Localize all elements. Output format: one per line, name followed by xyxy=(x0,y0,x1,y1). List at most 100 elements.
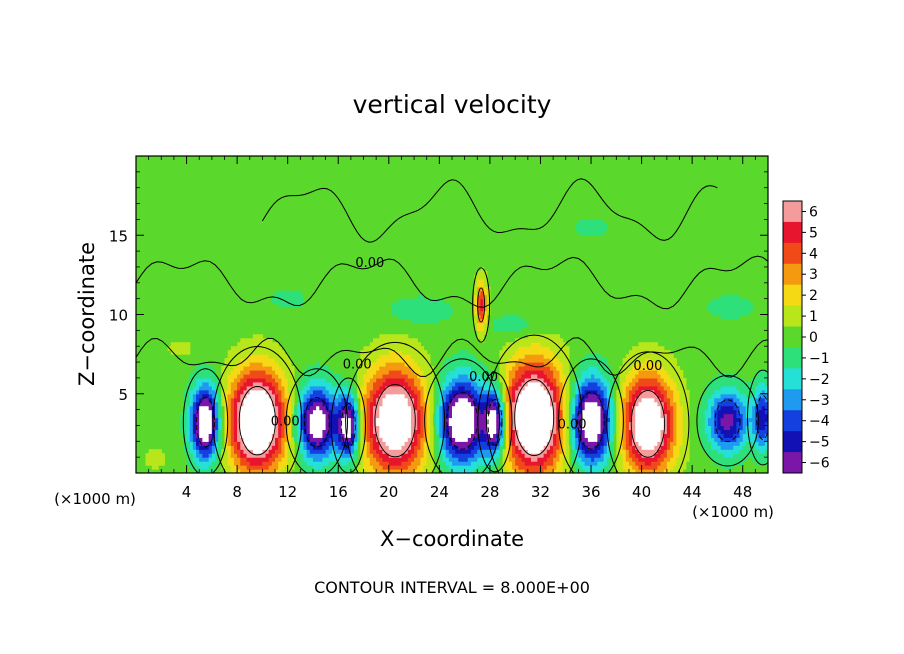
heatmap-cell xyxy=(306,453,311,458)
heatmap-cell xyxy=(312,449,317,454)
heatmap-cell xyxy=(559,366,564,371)
heatmap-cell xyxy=(565,397,570,403)
heatmap-cell xyxy=(654,461,658,466)
heatmap-cell xyxy=(512,461,516,466)
heatmap-cell xyxy=(524,421,529,427)
heatmap-cell xyxy=(284,290,289,296)
heatmap-cell xyxy=(483,449,488,454)
heatmap-cell xyxy=(404,358,409,363)
heatmap-cell xyxy=(275,350,279,355)
heatmap-cell xyxy=(287,290,292,296)
heatmap-cell xyxy=(284,366,289,371)
heatmap-cell xyxy=(404,373,409,379)
heatmap-cell xyxy=(354,449,358,454)
heatmap-cell xyxy=(233,425,238,431)
heatmap-cell xyxy=(290,298,295,304)
heatmap-cell xyxy=(246,342,251,347)
heatmap-cell xyxy=(654,346,658,351)
heatmap-cell xyxy=(499,433,504,438)
heatmap-cell xyxy=(508,342,513,347)
heatmap-cell xyxy=(290,437,295,442)
heatmap-cell xyxy=(395,350,399,355)
heatmap-cell xyxy=(281,449,286,454)
heatmap-cell xyxy=(268,338,273,343)
heatmap-cell xyxy=(281,465,286,470)
heatmap-cell xyxy=(344,441,349,446)
heatmap-cell xyxy=(657,366,662,371)
heatmap-cell xyxy=(682,433,687,438)
heatmap-cell xyxy=(553,346,557,351)
heatmap-cell xyxy=(603,469,608,473)
heatmap-cell xyxy=(622,393,627,399)
heatmap-cell xyxy=(704,429,709,434)
heatmap-cell xyxy=(233,417,238,423)
heatmap-cell xyxy=(417,437,421,442)
heatmap-cell xyxy=(505,358,510,363)
heatmap-cell xyxy=(622,389,627,395)
heatmap-cell xyxy=(322,401,327,407)
heatmap-cell xyxy=(382,338,387,343)
heatmap-cell xyxy=(591,413,595,419)
heatmap-cell xyxy=(331,453,336,458)
heatmap-cell xyxy=(300,377,305,383)
heatmap-cell xyxy=(215,445,219,450)
heatmap-cell xyxy=(467,409,472,415)
heatmap-cell xyxy=(243,461,248,466)
heatmap-cell xyxy=(518,342,523,347)
heatmap-cell xyxy=(366,469,371,473)
heatmap-cell xyxy=(480,381,485,387)
heatmap-cell xyxy=(439,381,444,387)
heatmap-cell xyxy=(546,373,551,379)
heatmap-cell xyxy=(707,405,712,411)
heatmap-cell xyxy=(521,429,526,434)
heatmap-cell xyxy=(531,409,535,415)
heatmap-cell xyxy=(651,421,655,427)
heatmap-cell xyxy=(685,449,690,454)
heatmap-cell xyxy=(328,449,333,454)
heatmap-cell xyxy=(594,373,598,379)
heatmap-cell xyxy=(230,397,235,403)
heatmap-cell xyxy=(512,318,516,324)
heatmap-cell xyxy=(246,381,251,387)
heatmap-cell xyxy=(470,457,475,462)
heatmap-cell xyxy=(398,314,403,320)
heatmap-cell xyxy=(682,425,687,431)
heatmap-cell xyxy=(641,377,646,383)
heatmap-cell xyxy=(512,350,516,355)
heatmap-cell xyxy=(284,433,289,438)
heatmap-cell xyxy=(638,362,643,367)
heatmap-cell xyxy=(385,385,390,391)
heatmap-cell xyxy=(673,429,677,434)
heatmap-cell xyxy=(186,457,191,462)
heatmap-cell xyxy=(335,385,339,391)
heatmap-cell xyxy=(354,445,358,450)
heatmap-cell xyxy=(429,389,434,395)
heatmap-cell xyxy=(436,318,440,324)
heatmap-cell xyxy=(461,421,466,427)
heatmap-cell xyxy=(464,377,469,383)
heatmap-cell xyxy=(439,457,444,462)
heatmap-cell xyxy=(192,401,197,407)
heatmap-cell xyxy=(218,397,222,403)
heatmap-cell xyxy=(591,393,595,399)
heatmap-cell xyxy=(218,449,222,454)
heatmap-cell xyxy=(420,318,425,324)
heatmap-cell xyxy=(600,231,605,236)
heatmap-cell xyxy=(651,413,655,419)
heatmap-cell xyxy=(670,369,674,375)
heatmap-cell xyxy=(240,469,245,473)
heatmap-cell xyxy=(660,433,665,438)
heatmap-cell xyxy=(537,389,542,395)
heatmap-cell xyxy=(363,409,368,415)
heatmap-cell xyxy=(262,405,267,411)
heatmap-cell xyxy=(647,469,652,473)
heatmap-cell xyxy=(322,417,327,423)
heatmap-cell xyxy=(474,469,478,473)
heatmap-cell xyxy=(312,421,317,427)
heatmap-cell xyxy=(540,409,545,415)
heatmap-cell xyxy=(470,354,475,359)
heatmap-cell xyxy=(502,314,507,320)
heatmap-cell xyxy=(531,433,535,438)
heatmap-cell xyxy=(559,469,564,473)
heatmap-cell xyxy=(553,409,557,415)
